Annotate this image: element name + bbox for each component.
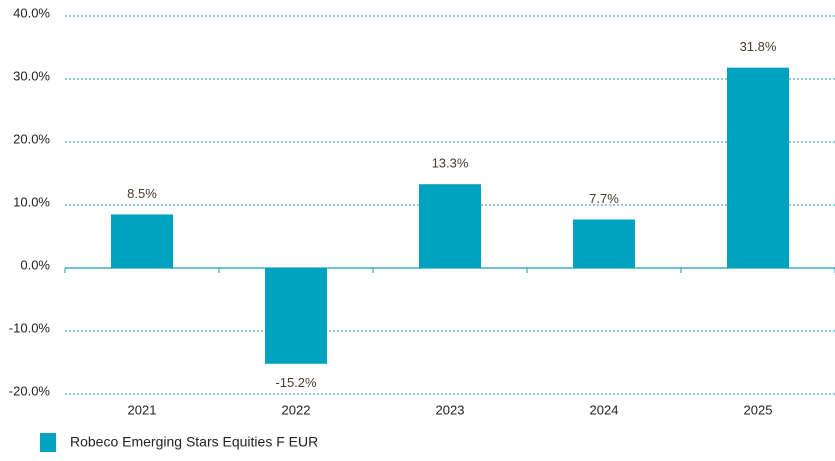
value-label: -15.2% — [275, 375, 317, 390]
bar — [111, 214, 173, 268]
value-label: 31.8% — [740, 39, 777, 54]
value-label: 7.7% — [589, 191, 619, 206]
bar — [727, 67, 789, 268]
bar — [265, 268, 327, 364]
y-tick-label: -10.0% — [9, 320, 51, 335]
x-tick-label: 2023 — [436, 402, 465, 417]
y-tick-label: 10.0% — [13, 194, 50, 209]
x-tick-label: 2021 — [128, 402, 157, 417]
legend-swatch — [40, 433, 56, 452]
y-tick-label: 30.0% — [13, 68, 50, 83]
value-label: 13.3% — [432, 156, 469, 171]
x-tick-label: 2022 — [282, 402, 311, 417]
y-tick-label: 40.0% — [13, 5, 50, 20]
y-tick-label: 0.0% — [20, 257, 50, 272]
value-label: 8.5% — [127, 186, 157, 201]
y-tick-label: 20.0% — [13, 131, 50, 146]
y-tick-label: -20.0% — [9, 383, 51, 398]
x-tick-label: 2025 — [744, 402, 773, 417]
bar — [573, 219, 635, 268]
legend-label: Robeco Emerging Stars Equities F EUR — [70, 434, 318, 450]
x-tick-label: 2024 — [590, 402, 619, 417]
bar — [419, 184, 481, 268]
